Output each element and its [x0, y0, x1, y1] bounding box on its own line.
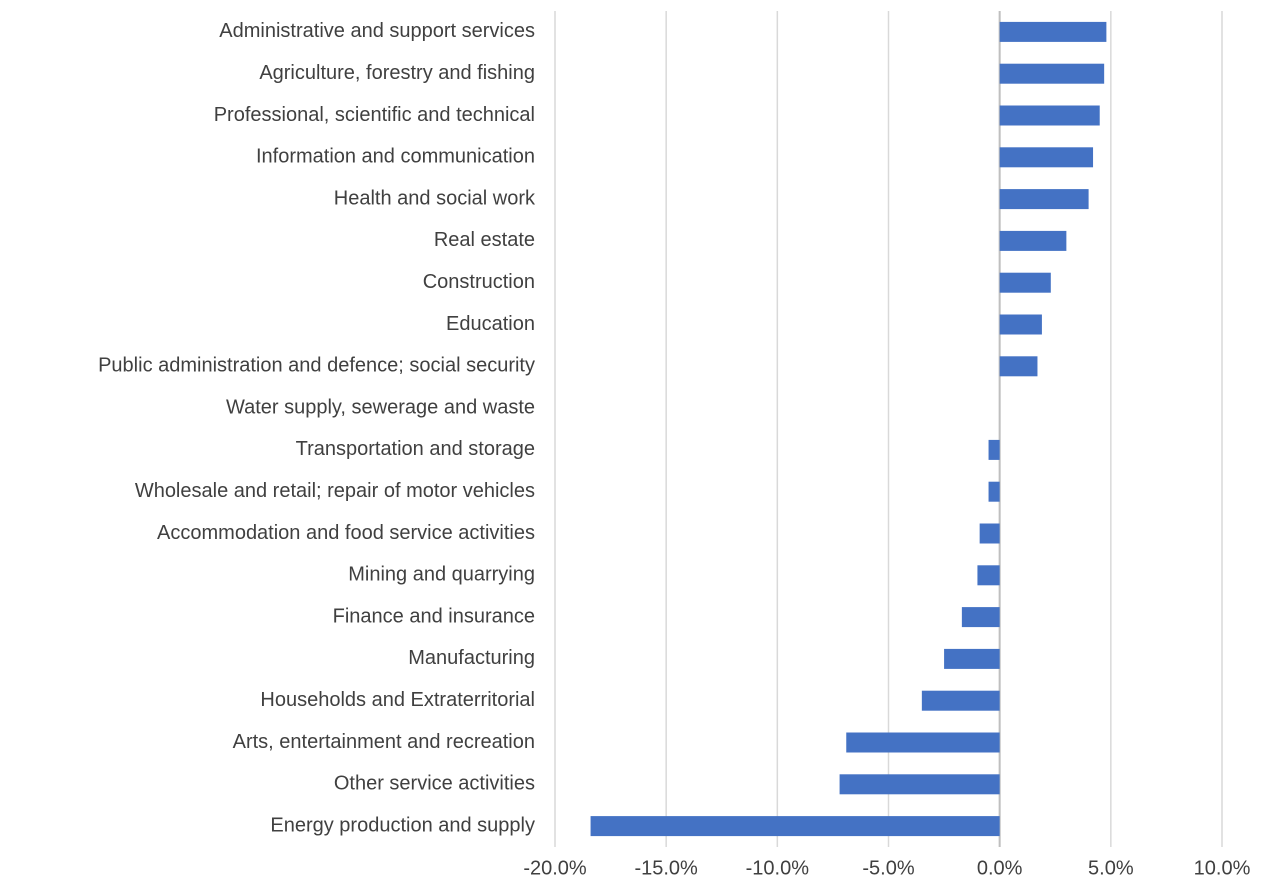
bar	[999, 105, 1100, 126]
bar	[999, 63, 1105, 84]
y-tick-label: Manufacturing	[408, 647, 535, 669]
y-tick-label: Accommodation and food service activitie…	[157, 522, 535, 544]
bar	[839, 774, 1000, 795]
y-tick-label: Administrative and support services	[219, 20, 535, 42]
bar	[999, 189, 1089, 210]
y-tick-label: Public administration and defence; socia…	[98, 355, 535, 377]
x-tick-label: 10.0%	[1194, 857, 1251, 879]
y-tick-label: Water supply, sewerage and waste	[226, 396, 535, 418]
y-tick-label: Mining and quarrying	[348, 564, 535, 586]
x-tick-label: -15.0%	[634, 857, 698, 879]
bar	[999, 21, 1107, 42]
x-tick-label: 5.0%	[1088, 857, 1134, 879]
y-tick-label: Construction	[423, 271, 535, 293]
bar	[988, 481, 1000, 502]
bar	[846, 732, 1000, 753]
y-tick-label: Information and communication	[256, 146, 535, 168]
bar	[977, 565, 1000, 586]
bar	[999, 356, 1038, 377]
bar	[979, 523, 1000, 544]
y-tick-label: Arts, entertainment and recreation	[233, 731, 535, 753]
y-tick-label: Real estate	[434, 229, 535, 251]
y-tick-label: Transportation and storage	[296, 438, 535, 460]
bar	[999, 230, 1067, 251]
bar	[590, 816, 1000, 837]
y-tick-label: Finance and insurance	[333, 605, 535, 627]
y-tick-label: Education	[446, 313, 535, 335]
y-tick-label: Wholesale and retail; repair of motor ve…	[135, 480, 535, 502]
y-tick-label: Health and social work	[334, 187, 536, 209]
bar	[999, 147, 1094, 168]
bar	[999, 272, 1051, 293]
x-tick-label: -20.0%	[523, 857, 587, 879]
bar	[921, 690, 1000, 711]
bar	[988, 439, 1000, 460]
y-tick-label: Agriculture, forestry and fishing	[259, 62, 535, 84]
y-tick-label: Households and Extraterritorial	[260, 689, 535, 711]
x-tick-label: -10.0%	[746, 857, 810, 879]
bar	[961, 607, 1000, 628]
x-tick-label: -5.0%	[862, 857, 914, 879]
y-tick-label: Energy production and supply	[270, 814, 535, 836]
y-tick-label: Professional, scientific and technical	[214, 104, 535, 126]
y-tick-label: Other service activities	[334, 773, 535, 795]
bar	[944, 648, 1000, 669]
x-tick-label: 0.0%	[977, 857, 1023, 879]
bar	[999, 314, 1042, 335]
